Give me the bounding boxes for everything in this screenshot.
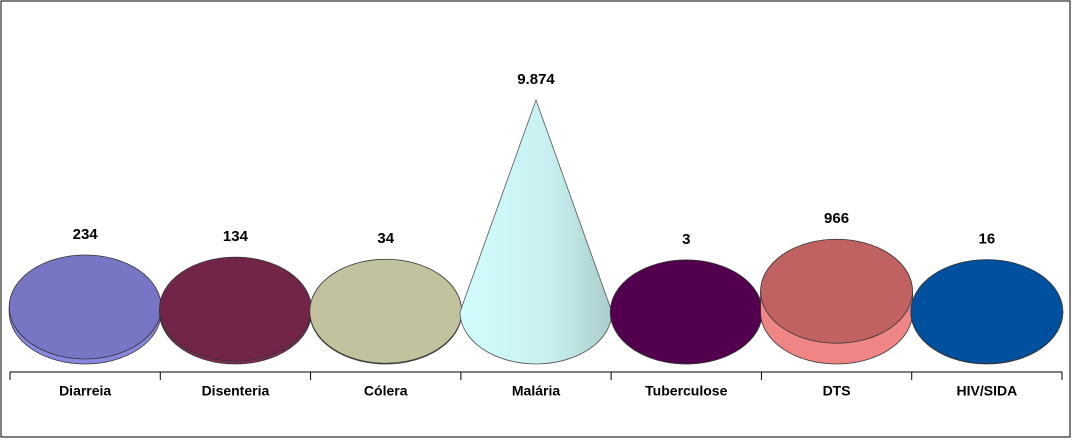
x-tick-label: Malária xyxy=(512,383,560,399)
value-label: 134 xyxy=(223,228,249,245)
cone-top xyxy=(910,259,1064,365)
value-label: 966 xyxy=(824,210,849,227)
cone-top xyxy=(309,258,463,364)
cone xyxy=(459,98,613,365)
cone xyxy=(8,254,162,365)
cone-top xyxy=(8,254,162,360)
value-label: 234 xyxy=(73,226,99,243)
x-tick-label: Tuberculose xyxy=(645,383,727,399)
cone-top xyxy=(159,256,312,362)
x-tick-label: Cólera xyxy=(364,383,408,399)
cone xyxy=(309,258,463,365)
cone xyxy=(910,259,1064,365)
value-label: 9.874 xyxy=(517,71,555,88)
cone xyxy=(159,256,312,365)
cone-top xyxy=(760,238,913,344)
x-tick-label: Diarreia xyxy=(59,383,111,399)
x-tick-label: DTS xyxy=(823,383,851,399)
cone-body xyxy=(459,98,613,365)
value-label: 34 xyxy=(377,230,394,247)
cone xyxy=(609,259,763,365)
value-label: 3 xyxy=(682,231,690,248)
cone xyxy=(760,238,913,365)
cone-top xyxy=(609,259,763,365)
x-tick-label: Disenteria xyxy=(202,383,270,399)
value-label: 16 xyxy=(979,231,996,248)
x-tick-label: HIV/SIDA xyxy=(957,383,1018,399)
